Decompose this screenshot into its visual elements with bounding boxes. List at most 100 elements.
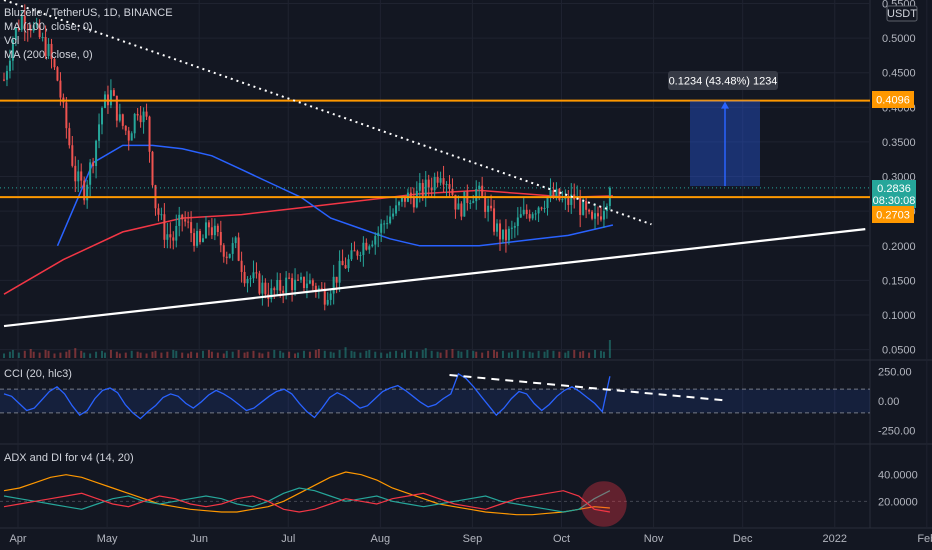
adx-label[interactable]: ADX and DI for v4 (14, 20)	[4, 452, 134, 464]
candle-body	[599, 216, 602, 220]
cci-tick-label: 250.00	[878, 366, 912, 378]
volume-bar	[436, 351, 439, 358]
candle-body	[172, 237, 175, 241]
candle-body	[359, 254, 362, 256]
adx-tick-label: 40.0000	[878, 470, 918, 482]
candle-body	[222, 245, 225, 257]
cci-band-fill	[0, 389, 870, 413]
candle-body	[288, 277, 291, 279]
candle-body	[311, 280, 314, 286]
legend-ma200[interactable]: MA (200, close, 0)	[4, 49, 93, 61]
candle-body	[481, 185, 484, 197]
volume-bar	[302, 350, 305, 358]
candle-body	[133, 113, 136, 134]
candle-body	[270, 288, 273, 299]
candle-body	[219, 231, 222, 246]
volume-bar	[109, 349, 112, 358]
ascending-trendline	[3, 228, 866, 328]
time-tick-label: Nov	[644, 533, 664, 545]
volume-bar	[103, 352, 106, 358]
candle-body	[17, 27, 20, 30]
candle-body	[439, 178, 442, 183]
candle-body	[597, 213, 599, 217]
candle-body	[365, 242, 368, 250]
symbol-title[interactable]: Bluzelle / TetherUS, 1D, BINANCE	[4, 7, 173, 19]
legend-vol[interactable]: Vol	[4, 35, 20, 47]
candle-body	[41, 37, 44, 39]
candle-body	[501, 229, 504, 240]
candle-body	[127, 130, 130, 141]
volume-bar	[323, 350, 326, 358]
volume-bar	[599, 350, 602, 358]
candle-body	[151, 151, 154, 186]
minus-di-line	[3, 490, 611, 513]
candle-body	[44, 37, 47, 57]
volume-bar	[124, 352, 127, 358]
candle-body	[56, 67, 59, 81]
candle-body	[412, 197, 415, 208]
time-tick-label: Apr	[9, 533, 26, 545]
candle-body	[184, 219, 187, 222]
candle-body	[558, 188, 561, 200]
candle-body	[199, 230, 202, 243]
price-tick-label: 0.0500	[882, 345, 916, 357]
volume-bar	[466, 349, 469, 358]
candle-body	[522, 209, 525, 215]
volume-bar	[374, 351, 377, 358]
cci-legend[interactable]: CCI (20, hlc3)	[4, 367, 72, 381]
volume-bar	[59, 352, 62, 358]
volume-bar	[279, 350, 282, 358]
candle-body	[59, 80, 62, 98]
volume-bar	[472, 350, 475, 358]
legend-ma100[interactable]: MA (100, close, 0)	[4, 21, 93, 33]
candle-body	[98, 124, 101, 141]
candle-body	[421, 183, 424, 197]
candle-body	[210, 227, 213, 236]
volume-bar	[546, 349, 549, 358]
volume-bar	[3, 353, 5, 358]
volume-bar	[175, 350, 178, 358]
candle-body	[285, 277, 288, 293]
candle-body	[498, 223, 501, 240]
ma200-line	[3, 189, 613, 295]
volume-bar	[359, 352, 362, 358]
candle-body	[20, 16, 23, 30]
price-tag-support-text: 0.2703	[876, 210, 910, 222]
candle-body	[258, 273, 261, 294]
cci-pane[interactable]	[0, 372, 870, 420]
volume-bar	[237, 349, 240, 358]
volume-bar	[487, 350, 490, 358]
volume-bar	[338, 349, 341, 358]
chart-drawings[interactable]	[0, 0, 870, 328]
candle-body	[516, 217, 519, 227]
candle-body	[371, 244, 374, 247]
candle-body	[101, 107, 104, 125]
candle-body	[145, 111, 148, 117]
ma100-line	[56, 144, 614, 247]
candle-body	[249, 278, 252, 280]
volume-bar	[329, 351, 332, 358]
cci-label[interactable]: CCI (20, hlc3)	[4, 368, 72, 380]
adx-legend[interactable]: ADX and DI for v4 (14, 20)	[4, 451, 134, 465]
candle-body	[528, 214, 531, 219]
candle-body	[305, 283, 308, 289]
candle-body	[445, 184, 448, 186]
volume-bar	[139, 352, 142, 358]
currency-badge[interactable]: USDT	[886, 5, 918, 22]
candle-body	[95, 140, 98, 167]
candle-body	[487, 205, 490, 212]
candle-body	[602, 211, 605, 220]
volume-bar	[17, 352, 20, 358]
candle-body	[386, 223, 389, 225]
volume-bar	[8, 351, 11, 358]
candle-body	[329, 293, 332, 300]
adx-pane[interactable]	[0, 471, 870, 527]
main-price-pane[interactable]	[0, 0, 870, 358]
candle-body	[323, 288, 326, 305]
volume-bar	[172, 349, 175, 358]
volume-bar	[460, 351, 463, 358]
main-legend[interactable]: Bluzelle / TetherUS, 1D, BINANCE MA (100…	[4, 6, 173, 62]
candle-body	[80, 171, 83, 181]
volume-bar	[415, 351, 418, 358]
